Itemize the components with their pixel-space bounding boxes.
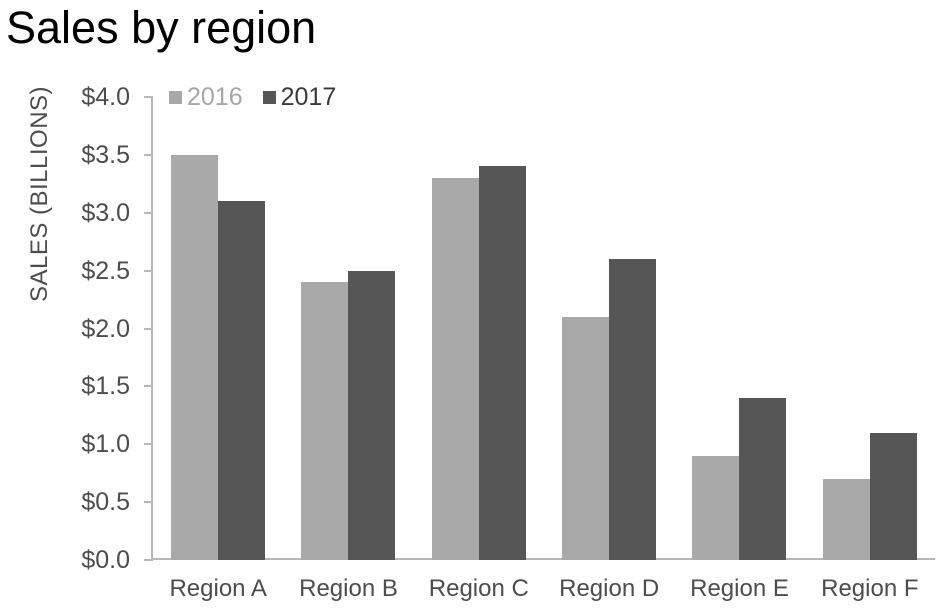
- bar-2017-region-b: [348, 270, 396, 560]
- x-axis-label-region-d: Region D: [559, 575, 660, 602]
- legend-label-2016: 2016: [187, 83, 243, 111]
- legend-marker-icon-2017: [262, 90, 276, 104]
- bar-group-region-a: [153, 97, 283, 560]
- bar-2016-region-e: [692, 455, 740, 560]
- chart-title: Sales by region: [6, 2, 317, 53]
- bar-2016-region-f: [822, 479, 870, 560]
- legend: 2016 2017: [169, 84, 336, 110]
- bar-2016-region-b: [301, 282, 349, 560]
- y-tick-mark: [144, 559, 153, 561]
- y-tick-mark: [144, 385, 153, 388]
- y-tick-mark: [144, 269, 153, 272]
- y-tick-label-2.5: $2.5: [81, 256, 130, 285]
- x-axis-label-region-a: Region A: [169, 575, 267, 602]
- y-axis-ticks: [144, 96, 935, 561]
- legend-item-2016: 2016: [169, 84, 243, 110]
- bar-group-region-b: [283, 97, 413, 560]
- y-tick-mark: [144, 211, 153, 214]
- bar-2016-region-d: [562, 316, 610, 560]
- x-axis-line: [151, 558, 935, 560]
- bar-2017-region-e: [739, 398, 787, 560]
- bar-2017-region-f: [869, 432, 917, 560]
- bar-2016-region-a: [171, 154, 219, 560]
- y-tick-label-2.0: $2.0: [81, 314, 130, 343]
- y-tick-mark: [144, 501, 153, 504]
- y-tick-label-3.0: $3.0: [81, 198, 130, 227]
- bar-2017-region-c: [478, 166, 526, 560]
- x-axis-labels: Region A Region B Region C Region D Region E…: [153, 572, 935, 606]
- bar-2017-region-d: [609, 259, 657, 560]
- plot-area: 2016 2017: [144, 84, 935, 561]
- legend-marker-icon-2016: [169, 90, 182, 104]
- x-axis-label-region-f: Region F: [821, 575, 919, 602]
- y-tick-mark: [144, 443, 153, 446]
- x-axis-label-region-c: Region C: [428, 575, 529, 602]
- legend-label-2017: 2017: [280, 83, 337, 111]
- y-tick-mark: [144, 327, 153, 330]
- y-tick-mark: [144, 96, 153, 98]
- bar-group-region-f: [805, 97, 935, 560]
- y-tick-mark: [144, 153, 153, 156]
- legend-item-2017: 2017: [262, 83, 337, 111]
- bar-group-region-d: [544, 97, 674, 560]
- bar-series-container: [153, 97, 935, 560]
- y-axis-tick-labels: $0.0 $0.5 $1.0 $1.5 $2.0 $2.5 $3.0 $3.5 $4.0: [0, 83, 130, 574]
- y-tick-label-4.0: $4.0: [81, 83, 130, 111]
- bar-group-region-e: [674, 97, 804, 560]
- y-tick-label-1.5: $1.5: [81, 372, 130, 401]
- x-axis-label-region-b: Region B: [299, 575, 398, 602]
- x-axis-label-region-e: Region E: [690, 575, 789, 602]
- bar-group-region-c: [414, 97, 544, 560]
- y-tick-label-0.0: $0.0: [81, 546, 130, 574]
- y-tick-label-3.5: $3.5: [81, 140, 130, 169]
- y-tick-label-1.0: $1.0: [81, 430, 130, 459]
- bar-2017-region-a: [218, 201, 266, 560]
- bar-2016-region-c: [431, 178, 479, 560]
- y-tick-label-0.5: $0.5: [81, 488, 130, 517]
